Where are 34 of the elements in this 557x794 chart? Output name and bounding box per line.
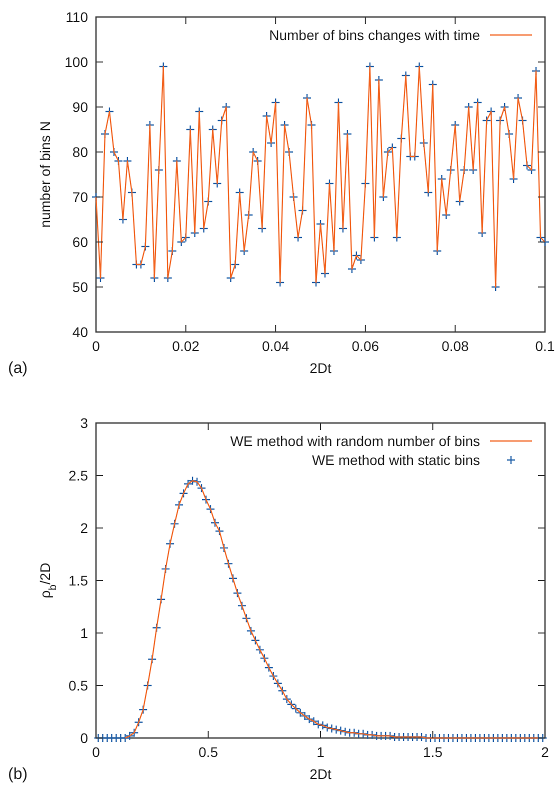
y-tick-label: 3 (80, 415, 88, 431)
y-tick-label: 70 (72, 189, 88, 205)
x-axis-title: 2Dt (310, 360, 332, 376)
x-tick-label: 2 (541, 744, 550, 760)
x-tick-label: 1.5 (423, 744, 443, 760)
text: (a) (8, 360, 28, 377)
x-tick-label: 0.06 (352, 338, 380, 354)
y-tick-label: 50 (72, 279, 88, 295)
x-tick-label: 0.1 (535, 338, 555, 354)
x-tick-label: 0.08 (442, 338, 470, 354)
y-tick-label: 1.5 (68, 572, 88, 588)
x-tick-label: 0 (92, 338, 100, 354)
y-tick-label: 2 (80, 520, 88, 536)
y-tick-label: 0 (80, 730, 88, 746)
x-tick-label: 0.5 (198, 744, 218, 760)
y-tick-label: 80 (72, 144, 88, 160)
legend-label: WE method with random number of bins (230, 433, 480, 449)
y-tick-label: 0.5 (68, 678, 88, 694)
text: (b) (8, 766, 28, 783)
x-axis-title: 2Dt (310, 766, 332, 782)
x-tick-label: 1 (316, 744, 325, 760)
y-tick-label: 90 (72, 99, 88, 115)
y-tick-label: 60 (72, 234, 88, 250)
x-tick-label: 0.04 (262, 338, 290, 354)
y-tick-label: 1 (80, 625, 88, 641)
legend-label: WE method with static bins (312, 452, 480, 468)
y-tick-label: 100 (64, 54, 88, 70)
y-tick-label: 110 (66, 9, 88, 25)
y-axis-title: number of bins N (37, 121, 53, 228)
x-tick-label: 0.02 (172, 338, 200, 354)
x-tick-label: 0 (92, 744, 100, 760)
legend-label: Number of bins changes with time (269, 27, 480, 43)
y-tick-label: 40 (72, 324, 88, 340)
y-tick-label: 2.5 (68, 468, 88, 484)
